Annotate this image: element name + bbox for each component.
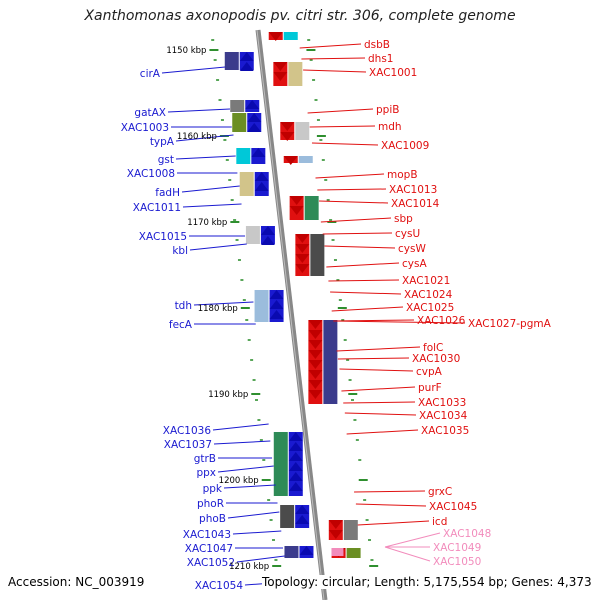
left-gene-label: typA bbox=[150, 136, 175, 148]
right-gene-label: XAC1035 bbox=[421, 425, 469, 437]
gene-leader-lines bbox=[161, 43, 466, 586]
left-gene-block bbox=[224, 52, 254, 71]
left-gene-label: XAC1003 bbox=[121, 122, 169, 134]
faded-gene-label: XAC1050 bbox=[433, 556, 481, 568]
left-gene-label: XAC1036 bbox=[163, 425, 212, 437]
faded-gene-block bbox=[331, 548, 344, 556]
kbp-label: 1190 kbp bbox=[208, 390, 248, 400]
genome-info-label: Topology: circular; Length: 5,175,554 bp… bbox=[262, 575, 594, 589]
left-gene-label: fadH bbox=[155, 187, 180, 199]
left-gene-label: XAC1037 bbox=[164, 439, 212, 451]
right-gene-label: XAC1021 bbox=[402, 275, 450, 287]
left-gene-block bbox=[232, 113, 262, 132]
right-gene-label: cysU bbox=[395, 228, 420, 240]
left-gene-label: XAC1011 bbox=[133, 202, 181, 214]
right-gene-block bbox=[283, 156, 313, 165]
kbp-label: 1150 kbp bbox=[166, 46, 206, 56]
right-gene-label: cysA bbox=[402, 258, 427, 270]
right-gene-label: XAC1024 bbox=[404, 289, 453, 301]
right-gene-label: XAC1026 bbox=[417, 315, 466, 327]
left-gene-block bbox=[230, 100, 260, 112]
left-gene-label: XAC1054 bbox=[195, 580, 244, 592]
right-gene-block bbox=[308, 320, 338, 404]
left-gene-label: XAC1015 bbox=[139, 231, 187, 243]
left-gene-label: ppk bbox=[203, 483, 223, 495]
right-gene-label: XAC1014 bbox=[391, 198, 440, 210]
right-gene-label: XAC1001 bbox=[369, 67, 417, 79]
left-gene-label: fecA bbox=[169, 319, 193, 331]
left-gene-block bbox=[236, 148, 266, 164]
right-gene-label: cvpA bbox=[416, 366, 443, 378]
right-gene-label: sbp bbox=[394, 213, 413, 225]
right-gene-block bbox=[268, 32, 298, 41]
left-gene-label: XAC1008 bbox=[127, 168, 175, 180]
left-gene-label: gst bbox=[158, 154, 174, 166]
right-gene-label: ppiB bbox=[376, 104, 399, 116]
left-gene-block bbox=[273, 432, 303, 496]
left-gene-label: kbl bbox=[172, 245, 188, 257]
left-gene-label: phoB bbox=[199, 513, 226, 525]
right-gene-block bbox=[289, 196, 319, 220]
left-gene-label: tdh bbox=[175, 300, 192, 312]
left-gene-block bbox=[280, 505, 310, 528]
accession-label: Accession: NC_003919 bbox=[8, 575, 145, 589]
right-gene-label: XAC1009 bbox=[381, 140, 429, 152]
kbp-label: 1200 kbp bbox=[219, 476, 259, 486]
left-gene-label: phoR bbox=[197, 498, 224, 510]
right-gene-label: XAC1013 bbox=[389, 184, 437, 196]
right-gene-block bbox=[273, 62, 303, 86]
left-gene-block bbox=[245, 226, 275, 245]
left-gene-block bbox=[284, 546, 314, 558]
right-gene-label: dhs1 bbox=[368, 53, 393, 65]
left-gene-block bbox=[254, 290, 284, 322]
left-gene-label: XAC1047 bbox=[185, 543, 233, 555]
kbp-label: 1170 kbp bbox=[187, 218, 227, 228]
kbp-label: 1210 kbp bbox=[229, 562, 269, 572]
gene-features bbox=[224, 32, 361, 558]
kbp-label: 1180 kbp bbox=[198, 304, 238, 314]
position-ticks bbox=[209, 39, 379, 581]
right-gene-block bbox=[295, 234, 325, 276]
right-gene-label: grxC bbox=[428, 486, 452, 498]
right-gene-label: dsbB bbox=[364, 39, 390, 51]
right-gene-block bbox=[280, 122, 310, 141]
right-gene-label: XAC1033 bbox=[418, 397, 466, 409]
right-gene-label: XAC1025 bbox=[406, 302, 454, 314]
kbp-label: 1160 kbp bbox=[177, 132, 217, 142]
right-gene-label: cysW bbox=[398, 243, 426, 255]
genome-title: Xanthomonas axonopodis pv. citri str. 30… bbox=[84, 8, 516, 24]
right-gene-label: XAC1034 bbox=[419, 410, 468, 422]
right-gene-label: XAC1045 bbox=[429, 501, 477, 513]
left-gene-label: gtrB bbox=[194, 453, 216, 465]
left-gene-block bbox=[239, 172, 269, 196]
left-gene-label: XAC1043 bbox=[183, 529, 231, 541]
right-gene-label: XAC1030 bbox=[412, 353, 460, 365]
right-gene-label: purF bbox=[418, 382, 442, 394]
faded-gene-label: XAC1049 bbox=[433, 542, 481, 554]
right-gene-block bbox=[328, 520, 358, 540]
left-gene-label: ppx bbox=[196, 467, 216, 479]
right-gene-label: mdh bbox=[378, 121, 402, 133]
right-gene-label: mopB bbox=[387, 169, 418, 181]
right-gene-label: icd bbox=[432, 516, 447, 528]
right-gene-label: XAC1027-pgmA bbox=[468, 318, 552, 330]
genome-backbone bbox=[255, 29, 328, 600]
faded-gene-label: XAC1048 bbox=[443, 528, 491, 540]
kbp-scale-labels: 1150 kbp 1160 kbp 1170 kbp 1180 kbp 1190 kbp… bbox=[166, 46, 269, 572]
left-gene-label: cirA bbox=[140, 68, 161, 80]
right-gene-label: folC bbox=[423, 342, 443, 354]
left-gene-label: XAC1052 bbox=[187, 557, 235, 569]
gene-labels: cirA gatAX XAC1003 typA gst XAC1008 fadH XAC101… bbox=[121, 39, 552, 592]
left-gene-label: gatAX bbox=[134, 107, 166, 119]
